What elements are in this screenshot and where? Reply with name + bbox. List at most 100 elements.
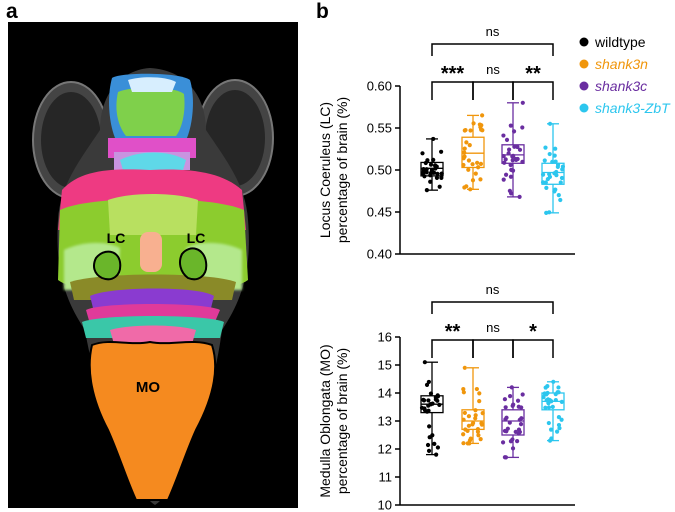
data-point [428,173,433,178]
data-point [461,156,466,161]
data-point [543,145,548,150]
data-point [547,172,552,177]
significance-label: ns [486,320,500,335]
data-point [546,405,552,410]
data-point [503,417,508,422]
legend-label: shank3c [595,78,647,94]
data-point [428,391,434,396]
panel-b-label: b [316,0,329,23]
data-point [549,436,554,441]
data-point [512,144,517,149]
data-point [515,144,520,150]
data-point [439,149,444,154]
y-tick-label: 0.45 [367,205,392,220]
data-point [510,446,516,451]
data-point [466,423,471,428]
data-point [433,395,438,400]
significance-bracket [472,339,514,358]
significance-label: *** [441,63,465,85]
data-point [508,123,513,128]
data-point [476,433,481,438]
data-point [502,397,508,402]
data-point [439,175,444,181]
data-point [520,100,525,105]
y-tick-label: 14 [378,386,392,401]
data-point [560,164,565,169]
data-point [556,193,561,198]
data-point [551,379,556,384]
data-point [475,429,481,434]
legend-marker [579,37,589,47]
data-point [428,162,434,167]
data-point [471,121,476,126]
data-point [552,153,557,158]
legend-marker [579,59,589,69]
data-point [461,441,466,446]
data-point [558,197,563,203]
y-tick-label: 0.60 [367,79,392,94]
data-point [559,175,565,181]
data-point [473,416,478,421]
data-point [473,408,478,413]
y-tick-label: 10 [378,498,392,512]
data-point [507,147,512,152]
data-point [554,173,559,178]
data-point [468,187,473,192]
data-point [553,159,558,164]
data-point [462,410,467,416]
data-point [502,455,508,460]
data-point [509,385,514,390]
y-tick-label: 11 [379,470,393,485]
data-point [510,403,515,409]
data-point [547,121,553,126]
data-point [428,402,433,407]
data-point [431,136,436,142]
data-point [515,398,521,403]
data-point [461,417,466,422]
data-point [427,424,432,429]
data-point [545,397,551,402]
data-point [463,127,468,133]
data-point [424,168,429,174]
significance-bracket [431,301,554,314]
data-point [466,158,472,163]
data-point [503,157,508,162]
data-point [431,157,436,162]
data-point [501,133,506,138]
data-point [520,125,525,130]
data-point [520,392,525,397]
data-point [507,394,513,399]
data-point [435,398,440,403]
data-point [434,164,439,169]
data-point [437,184,442,189]
data-point [508,174,514,179]
data-point [425,158,430,163]
data-point [513,156,518,162]
y-axis-label: percentage of brain (%) [334,97,350,243]
data-point [553,397,558,403]
data-point [426,379,432,385]
data-point [501,177,506,182]
data-point [435,171,440,176]
data-point [517,147,523,152]
data-point [476,165,481,170]
data-point [559,399,564,405]
data-point [464,140,469,145]
data-point [550,159,555,164]
y-tick-label: 0.55 [367,121,392,136]
data-point [511,153,516,158]
data-point [542,158,547,163]
significance-bracket [512,81,554,100]
y-tick-label: 0.40 [367,247,392,262]
data-point [478,437,483,442]
legend-label: wildtype [594,34,646,50]
data-point [559,417,564,422]
significance-label: ** [445,321,461,343]
data-point [554,169,559,175]
data-point [461,432,466,437]
data-point [421,397,426,402]
data-point [520,159,525,164]
data-point [461,390,466,395]
box [501,409,525,436]
